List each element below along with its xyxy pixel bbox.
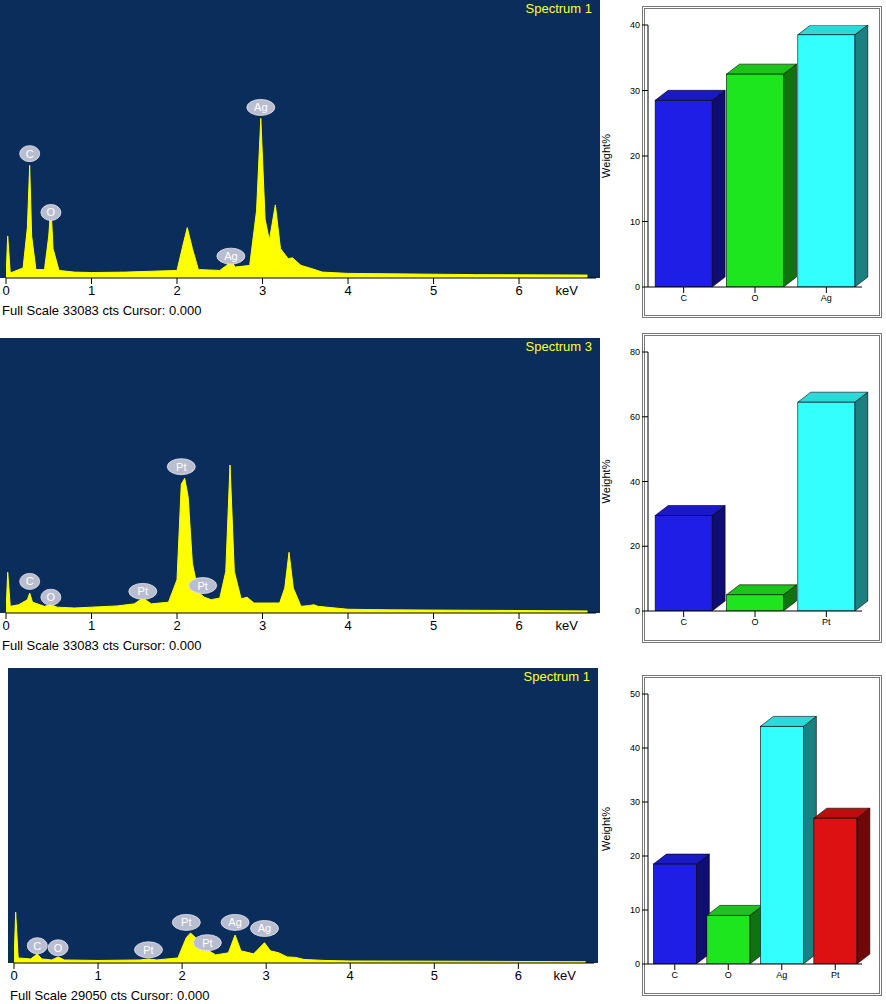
svg-text:C: C — [33, 940, 41, 952]
svg-text:O: O — [751, 293, 758, 303]
html-text:Full Scale 29050 cts Cursor: 0: Full Scale 29050 cts Cursor: 0.000 — [10, 988, 210, 1003]
svg-text:40: 40 — [630, 20, 640, 30]
svg-text:Ag: Ag — [254, 101, 267, 113]
svg-text:0: 0 — [8, 618, 10, 633]
html-text:keV: keV — [555, 618, 578, 633]
svg-text:C: C — [26, 575, 34, 587]
svg-text:O: O — [47, 206, 56, 218]
svg-text:10: 10 — [630, 217, 640, 227]
svg-text:3: 3 — [263, 968, 270, 983]
svg-text:Weight%: Weight% — [600, 134, 612, 178]
svg-text:10: 10 — [630, 905, 640, 915]
svg-text:Ag: Ag — [228, 916, 241, 928]
html-text:Spectrum 3: Spectrum 3 — [525, 339, 592, 354]
svg-text:Pt: Pt — [176, 461, 186, 473]
svg-text:20: 20 — [630, 851, 640, 861]
svg-text:80: 80 — [630, 347, 640, 357]
svg-text:O: O — [751, 617, 758, 627]
svg-text:3: 3 — [259, 618, 266, 633]
svg-text:Weight%: Weight% — [600, 807, 612, 851]
html-text:Full Scale 33083 cts Cursor: 0: Full Scale 33083 cts Cursor: 0.000 — [2, 638, 202, 653]
svg-text:1: 1 — [88, 618, 95, 633]
svg-text:5: 5 — [430, 283, 437, 298]
svg-text:1: 1 — [88, 283, 95, 298]
html-text:keV: keV — [555, 283, 578, 298]
svg-text:5: 5 — [430, 618, 437, 633]
svg-text:O: O — [725, 970, 732, 980]
html-text:Full Scale 33083 cts Cursor: 0: Full Scale 33083 cts Cursor: 0.000 — [2, 303, 202, 318]
svg-text:2: 2 — [173, 618, 180, 633]
svg-text:Pt: Pt — [822, 617, 831, 627]
svg-text:Ag: Ag — [821, 293, 832, 303]
html-text:Spectrum 1: Spectrum 1 — [523, 669, 590, 684]
svg-text:40: 40 — [630, 477, 640, 487]
svg-text:4: 4 — [347, 968, 354, 983]
svg-text:6: 6 — [515, 283, 522, 298]
svg-text:C: C — [680, 617, 687, 627]
svg-text:Pt: Pt — [831, 970, 840, 980]
svg-text:6: 6 — [515, 968, 522, 983]
svg-text:Weight%: Weight% — [600, 459, 612, 503]
html-text:Spectrum 1: Spectrum 1 — [525, 1, 592, 16]
svg-text:0: 0 — [8, 283, 10, 298]
svg-text:6: 6 — [515, 618, 522, 633]
svg-text:2: 2 — [178, 968, 185, 983]
svg-text:Pt: Pt — [143, 944, 153, 956]
svg-text:30: 30 — [630, 86, 640, 96]
svg-text:3: 3 — [259, 283, 266, 298]
svg-text:Ag: Ag — [224, 250, 237, 262]
svg-text:0: 0 — [10, 968, 17, 983]
svg-text:2: 2 — [173, 283, 180, 298]
svg-text:C: C — [672, 970, 679, 980]
svg-text:C: C — [680, 293, 687, 303]
svg-text:1: 1 — [94, 968, 101, 983]
svg-text:0: 0 — [635, 606, 640, 616]
svg-text:Pt: Pt — [181, 916, 191, 928]
svg-text:Ag: Ag — [258, 922, 271, 934]
svg-text:30: 30 — [630, 797, 640, 807]
svg-text:50: 50 — [630, 689, 640, 699]
svg-text:4: 4 — [344, 618, 351, 633]
svg-text:C: C — [26, 148, 34, 160]
svg-text:5: 5 — [431, 968, 438, 983]
svg-text:4: 4 — [344, 283, 351, 298]
svg-text:60: 60 — [630, 412, 640, 422]
svg-text:0: 0 — [635, 959, 640, 969]
svg-text:Pt: Pt — [138, 585, 148, 597]
svg-text:0: 0 — [635, 282, 640, 292]
svg-text:40: 40 — [630, 743, 640, 753]
svg-text:Pt: Pt — [197, 580, 207, 592]
svg-text:Ag: Ag — [776, 970, 787, 980]
svg-text:20: 20 — [630, 541, 640, 551]
svg-text:20: 20 — [630, 151, 640, 161]
svg-text:O: O — [54, 942, 63, 954]
svg-text:O: O — [47, 591, 56, 603]
svg-text:Pt: Pt — [202, 937, 212, 949]
html-text:keV: keV — [553, 968, 576, 983]
